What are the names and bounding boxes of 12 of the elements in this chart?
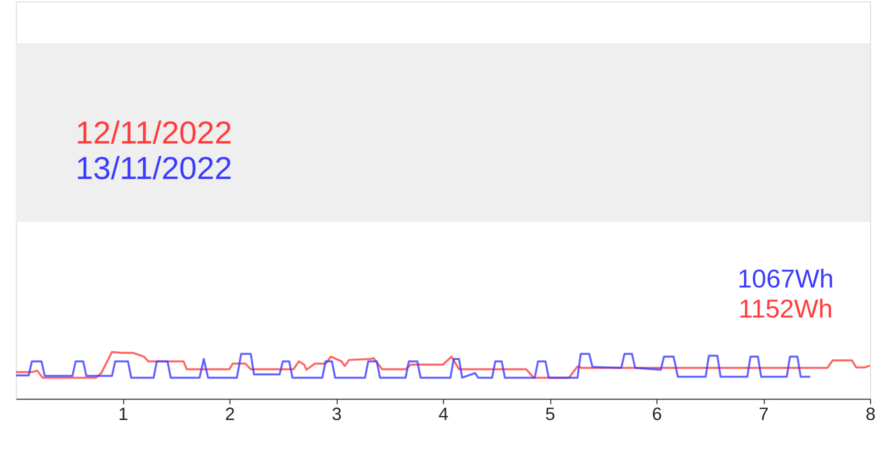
text: 1152Wh [738, 295, 833, 324]
text: 13/11/2022 [75, 150, 232, 186]
x-tick-label: 5 [545, 404, 556, 424]
text: 12/11/2022 [75, 114, 232, 150]
x-tick-label: 1 [118, 404, 128, 424]
x-tick-label: 3 [332, 404, 342, 424]
x-tick-label: 4 [438, 404, 448, 424]
x-tick-label: 7 [758, 404, 769, 424]
x-tick-label: 6 [652, 404, 662, 424]
x-tick-label: 8 [866, 404, 876, 424]
x-tick-label: 2 [224, 404, 235, 424]
text: 1067Wh [738, 265, 834, 294]
